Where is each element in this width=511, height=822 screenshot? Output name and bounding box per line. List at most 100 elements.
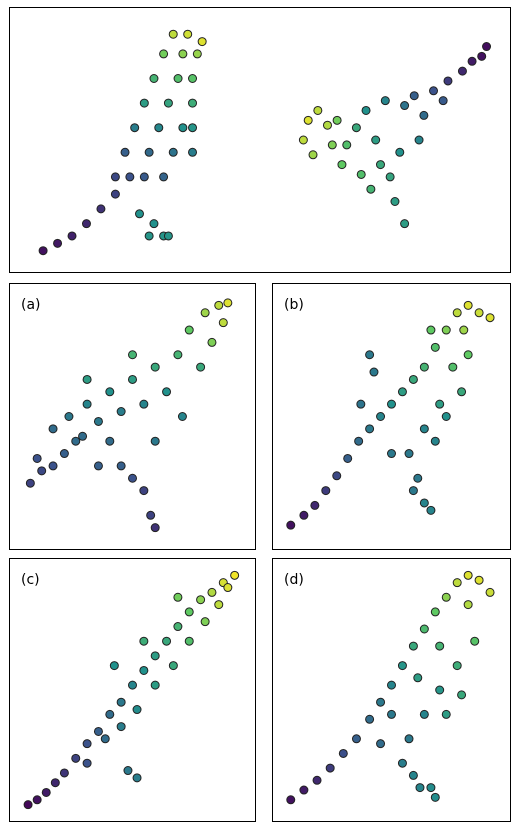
frame — [9, 283, 256, 550]
point — [299, 785, 309, 795]
point — [173, 74, 183, 83]
point — [298, 135, 308, 145]
point — [327, 140, 337, 150]
frame — [9, 7, 511, 273]
point — [178, 123, 188, 133]
point — [123, 766, 133, 776]
point — [67, 231, 77, 241]
point — [409, 91, 419, 101]
point — [474, 575, 484, 585]
panel-label: (c) — [21, 572, 40, 588]
point — [82, 739, 92, 749]
point — [426, 325, 436, 335]
point — [452, 308, 462, 318]
point — [196, 595, 206, 605]
point — [132, 705, 142, 715]
point — [105, 387, 115, 397]
point — [369, 367, 379, 377]
point — [53, 238, 63, 248]
point — [59, 449, 69, 459]
point — [286, 795, 296, 805]
point — [93, 461, 103, 471]
point — [93, 726, 103, 736]
panel — [9, 7, 511, 273]
panel: (a) — [9, 283, 256, 550]
point — [365, 424, 375, 434]
point — [356, 399, 366, 409]
point — [430, 607, 440, 617]
point — [400, 101, 410, 111]
point — [435, 399, 445, 409]
point — [144, 231, 154, 241]
point — [361, 105, 371, 115]
point — [387, 449, 396, 459]
point — [59, 768, 69, 778]
point — [200, 308, 210, 318]
point — [82, 399, 92, 409]
point — [387, 399, 396, 409]
point — [343, 453, 353, 463]
point — [105, 709, 115, 719]
point — [286, 520, 296, 530]
point — [25, 478, 35, 488]
point — [419, 110, 429, 120]
panel: (b) — [272, 283, 511, 550]
point — [376, 739, 386, 749]
point — [310, 500, 320, 510]
point — [207, 587, 217, 597]
point — [100, 734, 110, 744]
point — [390, 197, 400, 206]
point — [419, 709, 429, 719]
point — [356, 169, 366, 179]
point — [150, 436, 160, 446]
point — [365, 350, 375, 360]
point — [397, 387, 407, 397]
point — [207, 337, 217, 347]
point — [299, 510, 309, 520]
point — [163, 231, 173, 241]
point — [184, 325, 194, 335]
point — [192, 49, 202, 59]
point — [81, 219, 91, 229]
point — [485, 313, 495, 323]
point — [128, 680, 137, 690]
point — [365, 714, 375, 724]
point — [441, 412, 451, 421]
point — [177, 412, 187, 421]
point — [452, 578, 462, 588]
point — [139, 172, 149, 182]
point — [154, 123, 164, 133]
point — [128, 350, 137, 360]
point — [366, 184, 376, 194]
point — [474, 308, 484, 318]
point — [419, 362, 429, 372]
point — [162, 387, 172, 397]
point — [426, 505, 436, 515]
point — [332, 471, 342, 481]
point — [32, 795, 42, 805]
panel: (c) — [9, 558, 256, 822]
point — [125, 172, 135, 182]
point — [71, 753, 81, 763]
point — [385, 172, 395, 182]
point — [82, 374, 92, 384]
point — [150, 680, 160, 690]
point — [188, 98, 198, 108]
point — [463, 600, 473, 610]
point — [308, 150, 318, 160]
point — [128, 374, 137, 384]
point — [354, 436, 364, 446]
point — [116, 722, 126, 732]
point — [387, 680, 396, 690]
point — [162, 636, 172, 646]
point — [413, 673, 423, 683]
point — [200, 617, 210, 627]
point — [408, 641, 418, 651]
point — [150, 362, 160, 372]
point — [173, 622, 183, 632]
point — [32, 453, 42, 463]
panel-label: (b) — [284, 297, 304, 313]
point — [184, 607, 194, 617]
point — [223, 298, 233, 308]
point — [188, 74, 198, 83]
